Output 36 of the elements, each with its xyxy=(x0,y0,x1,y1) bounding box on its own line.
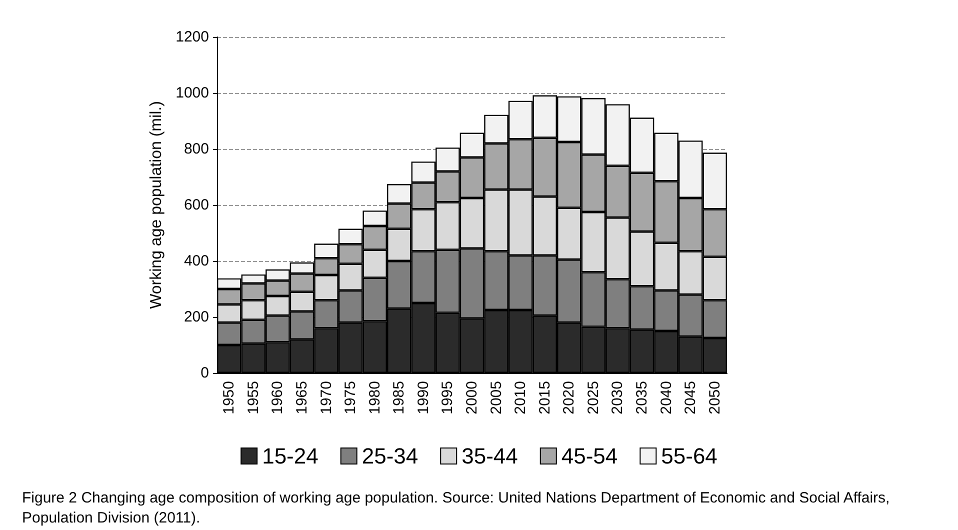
x-tick-label: 1955 xyxy=(244,381,262,414)
x-tick-label: 2020 xyxy=(560,381,578,414)
chart-title: Figure 2 Changing age composition of working age population. Source: United Nations Department of Economic and Social Affairs, xyxy=(22,490,890,506)
x-tick-label: 2005 xyxy=(488,381,505,414)
x-tick-label: 2000 xyxy=(464,381,480,414)
y-tick-label: 600 xyxy=(184,196,209,214)
y-tick-label: 0 xyxy=(200,364,209,382)
legend-label: 25-34 xyxy=(362,444,418,468)
legend-label: 15-24 xyxy=(262,444,318,468)
x-tick-label: 2040 xyxy=(658,381,675,414)
x-tick-label: 2035 xyxy=(634,381,650,414)
legend-label: 35-44 xyxy=(462,444,518,468)
x-tick-label: 1985 xyxy=(390,381,408,414)
x-tick-label: 1965 xyxy=(294,381,310,414)
y-tick-label: 400 xyxy=(184,252,209,270)
x-tick-label: 1995 xyxy=(439,381,456,414)
x-tick-label: 1960 xyxy=(269,381,286,414)
x-tick-label: 2015 xyxy=(536,381,554,414)
legend-label: 55-64 xyxy=(661,444,718,468)
y-tick-label: 1000 xyxy=(176,84,209,102)
x-tick-label: 2025 xyxy=(584,381,602,414)
y-tick-label: 1200 xyxy=(176,28,209,46)
x-tick-label: 1975 xyxy=(342,381,360,414)
text: Population Division (2011). xyxy=(22,510,200,526)
y-tick-label: 800 xyxy=(184,140,209,158)
x-tick-label: 1990 xyxy=(414,381,432,414)
x-tick-label: 2050 xyxy=(706,381,724,414)
x-tick-label: 1950 xyxy=(220,381,238,414)
x-tick-label: 1970 xyxy=(318,381,335,414)
x-tick-label: 2045 xyxy=(682,381,700,414)
x-tick-label: 1980 xyxy=(366,381,384,414)
legend-label: 45-54 xyxy=(561,444,618,468)
y-axis-title: Working age population (mil.) xyxy=(148,101,166,309)
x-tick-label: 2030 xyxy=(609,381,626,414)
x-tick-label: 2010 xyxy=(512,381,530,414)
y-tick-label: 200 xyxy=(184,308,209,326)
